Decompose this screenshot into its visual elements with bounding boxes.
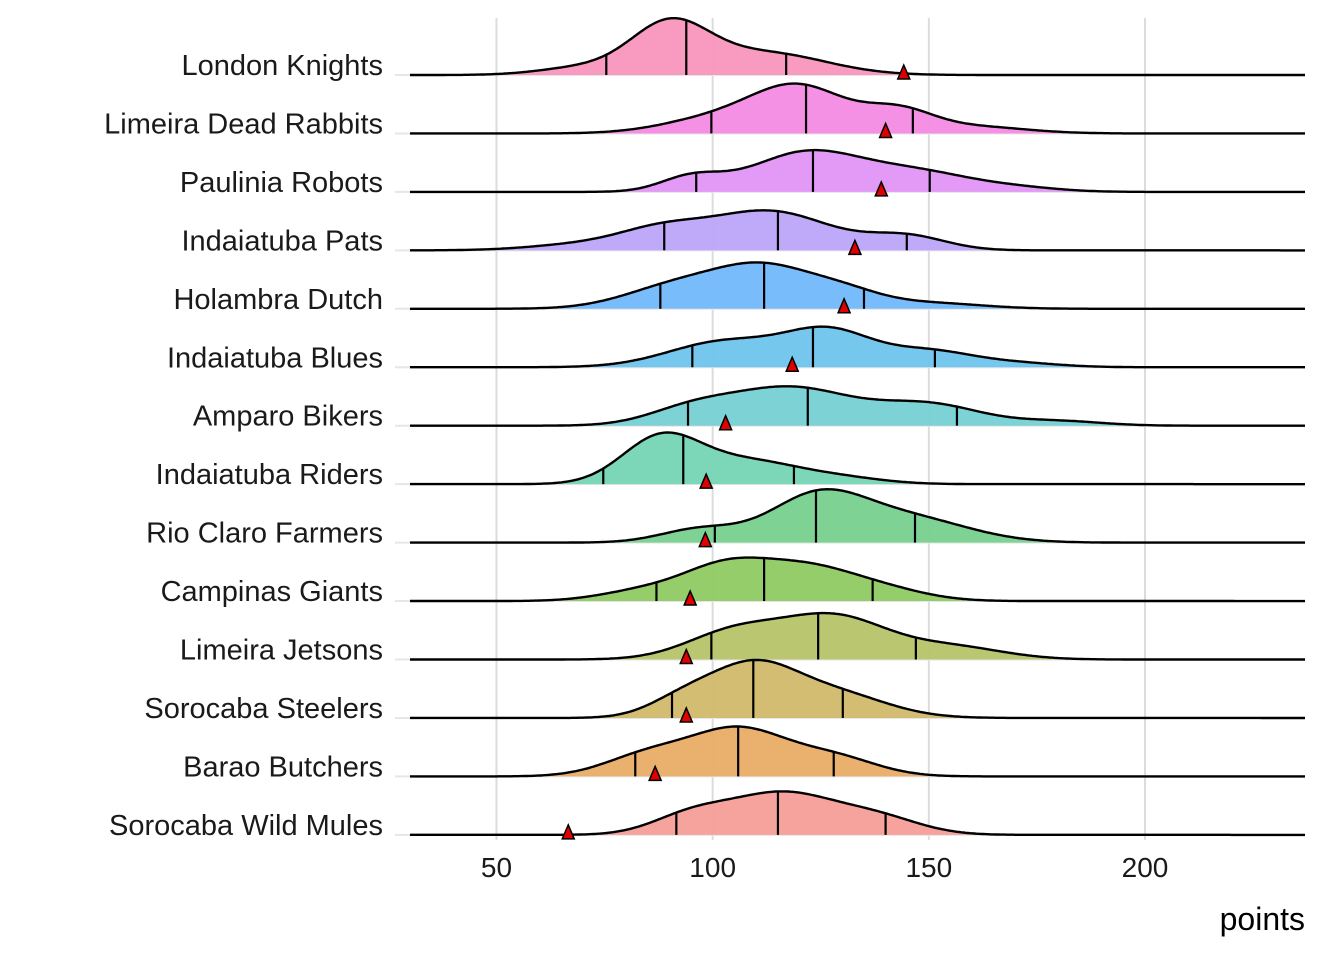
- team-label: London Knights: [181, 50, 383, 82]
- mean-marker-triangle: [896, 63, 911, 80]
- team-label: Amparo Bikers: [193, 401, 383, 433]
- x-tick-label: 150: [905, 852, 952, 883]
- ridge-rio-claro-farmers: [410, 487, 1305, 548]
- mean-marker-triangle: [836, 296, 852, 314]
- density-line: [410, 611, 1305, 661]
- density-line: [410, 325, 1305, 369]
- density-fill: [410, 557, 1305, 602]
- team-labels: London Knights Limeira Dead Rabbits Paulin…: [104, 50, 383, 842]
- density-line: [410, 17, 1305, 77]
- x-tick-label: 50: [481, 852, 512, 883]
- density-fill: [410, 326, 1305, 368]
- ridge-barao-butchers: [410, 725, 1305, 782]
- mean-marker-triangle: [699, 472, 714, 489]
- density-fill: [410, 386, 1305, 426]
- mean-marker-triangle: [648, 764, 663, 782]
- ridge-campinas-giants: [410, 556, 1305, 606]
- density-fill: [410, 150, 1305, 192]
- density-line: [410, 431, 1305, 486]
- team-label: Barao Butchers: [183, 751, 383, 783]
- ridge-london-knights: [410, 17, 1305, 80]
- x-tick-label: 100: [689, 852, 736, 883]
- team-label: Paulinia Robots: [180, 167, 383, 199]
- density-fill: [410, 18, 1305, 75]
- density-fill: [410, 432, 1305, 485]
- team-label: Holambra Dutch: [173, 284, 383, 316]
- ridge-sorocaba-steelers: [410, 658, 1305, 723]
- mean-marker-triangle: [718, 413, 733, 431]
- ridge-indaiatuba-riders: [410, 431, 1305, 489]
- team-label: Indaiatuba Blues: [167, 342, 383, 374]
- ridge-paulinia-robots: [410, 148, 1305, 197]
- density-fill: [410, 210, 1305, 251]
- density-line: [410, 725, 1305, 778]
- team-label: Indaiatuba Riders: [156, 459, 383, 491]
- x-axis-ticks: 50 100 150 200: [481, 852, 1168, 883]
- mean-marker-triangle: [874, 179, 889, 197]
- x-axis-title: points: [1220, 901, 1305, 937]
- mean-marker-triangle: [679, 706, 694, 723]
- team-label: Rio Claro Farmers: [146, 518, 383, 550]
- mean-marker-triangle: [679, 647, 694, 665]
- team-label: Limeira Jetsons: [180, 635, 383, 667]
- ridges: [410, 17, 1305, 840]
- ridge-holambra-dutch: [410, 261, 1305, 314]
- density-line: [410, 261, 1305, 310]
- mean-marker-triangle: [698, 530, 713, 548]
- mean-marker-triangle: [878, 121, 893, 139]
- mean-marker-triangle: [847, 238, 863, 256]
- density-line: [410, 790, 1305, 837]
- density-line: [410, 556, 1305, 603]
- density-line: [410, 82, 1305, 135]
- ridge-amparo-bikers: [410, 385, 1305, 431]
- density-fill: [410, 83, 1305, 134]
- mean-marker-triangle: [561, 822, 576, 840]
- density-fill: [410, 489, 1305, 543]
- density-line: [410, 487, 1305, 544]
- ridge-limeira-dead-rabbits: [410, 82, 1305, 139]
- x-tick-label: 200: [1122, 852, 1169, 883]
- ridge-limeira-jetsons: [410, 611, 1305, 665]
- density-line: [410, 658, 1305, 720]
- density-fill: [410, 791, 1305, 835]
- team-label: Campinas Giants: [161, 576, 383, 608]
- team-label: Indaiatuba Pats: [181, 225, 383, 257]
- ridge-indaiatuba-blues: [410, 325, 1305, 372]
- density-line: [410, 209, 1305, 252]
- density-fill: [410, 262, 1305, 309]
- team-label: Sorocaba Wild Mules: [109, 810, 383, 842]
- density-line: [410, 385, 1305, 427]
- mean-marker-triangle: [683, 589, 698, 606]
- mean-marker-triangle: [785, 355, 800, 372]
- ridge-indaiatuba-pats: [410, 209, 1305, 256]
- ridge-sorocaba-wild-mules: [410, 790, 1305, 840]
- density-fill: [410, 660, 1305, 718]
- density-line: [410, 148, 1305, 194]
- density-fill: [410, 613, 1305, 660]
- team-label: Limeira Dead Rabbits: [104, 108, 383, 140]
- density-fill: [410, 726, 1305, 777]
- team-label: Sorocaba Steelers: [144, 693, 383, 725]
